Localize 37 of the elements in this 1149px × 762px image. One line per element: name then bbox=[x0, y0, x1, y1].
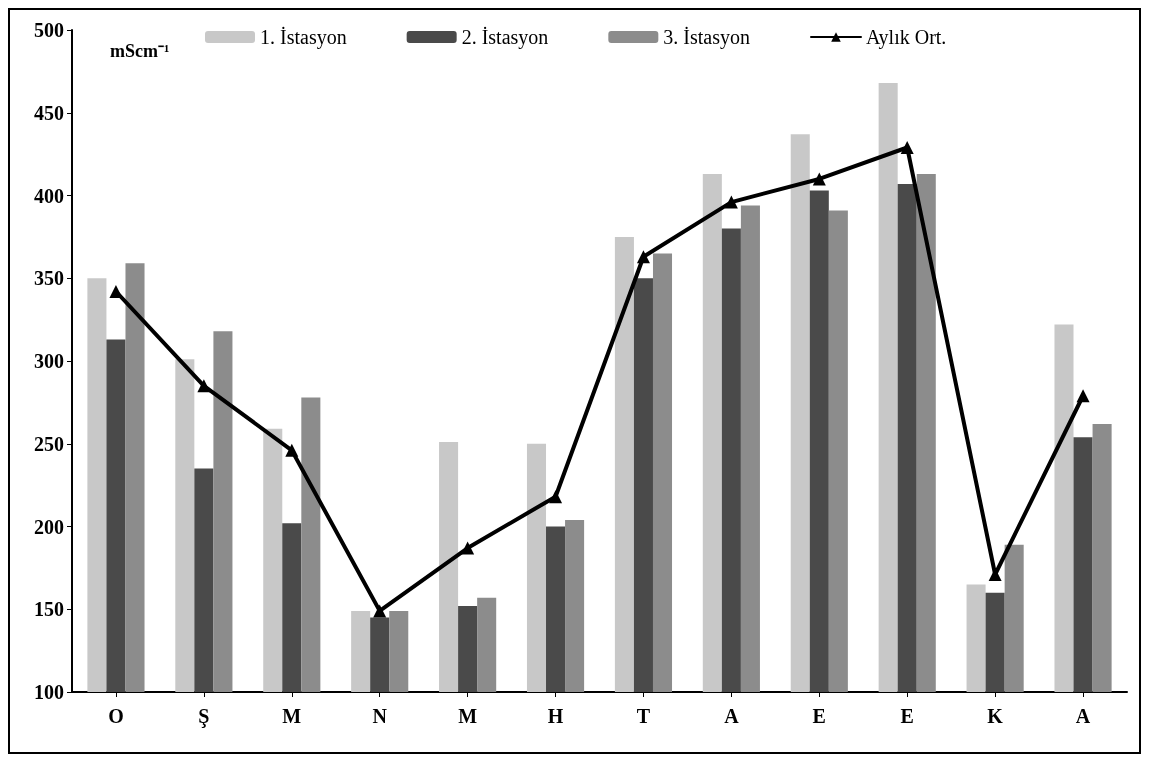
x-tick-label: M bbox=[282, 705, 302, 727]
y-tick-label: 250 bbox=[34, 432, 64, 455]
legend-label: 2. İstasyon bbox=[461, 26, 549, 49]
point bbox=[549, 490, 563, 504]
point bbox=[724, 195, 738, 209]
point bbox=[636, 250, 650, 264]
y-tick-label: 100 bbox=[34, 681, 64, 703]
x-tick-label: O bbox=[108, 705, 124, 727]
y-tick-label: 400 bbox=[34, 184, 64, 207]
point bbox=[461, 541, 475, 555]
x-tick-label: K bbox=[987, 705, 1004, 727]
x-tick-label: Ş bbox=[198, 705, 210, 728]
legend-label: Aylık Ort. bbox=[865, 26, 947, 49]
y-tick-label: 350 bbox=[34, 267, 64, 290]
y-tick-label: 200 bbox=[34, 515, 64, 538]
x-tick-label: A bbox=[724, 705, 740, 727]
point bbox=[1076, 389, 1090, 403]
point bbox=[812, 172, 826, 186]
y-tick-label: 500 bbox=[34, 19, 64, 41]
y-tick-label: 450 bbox=[34, 101, 64, 124]
x-tick-label: A bbox=[1075, 705, 1091, 727]
x-tick-label: E bbox=[812, 705, 826, 727]
x-tick-label: E bbox=[900, 705, 914, 727]
y-tick-label: 300 bbox=[34, 350, 64, 372]
x-tick-label: T bbox=[636, 705, 651, 727]
x-tick-label: H bbox=[547, 705, 564, 727]
legend-label: 3. İstasyon bbox=[663, 26, 750, 49]
point bbox=[197, 379, 211, 393]
y-tick-label: 150 bbox=[34, 598, 64, 621]
point bbox=[900, 141, 914, 155]
y-axis-title: mScm⁻¹ bbox=[110, 41, 170, 61]
x-tick-label: M bbox=[458, 705, 478, 727]
x-tick-label: N bbox=[372, 705, 388, 727]
point bbox=[373, 604, 387, 618]
point bbox=[109, 284, 123, 298]
point bbox=[285, 443, 299, 457]
legend-label: 1. İstasyon bbox=[260, 26, 347, 49]
